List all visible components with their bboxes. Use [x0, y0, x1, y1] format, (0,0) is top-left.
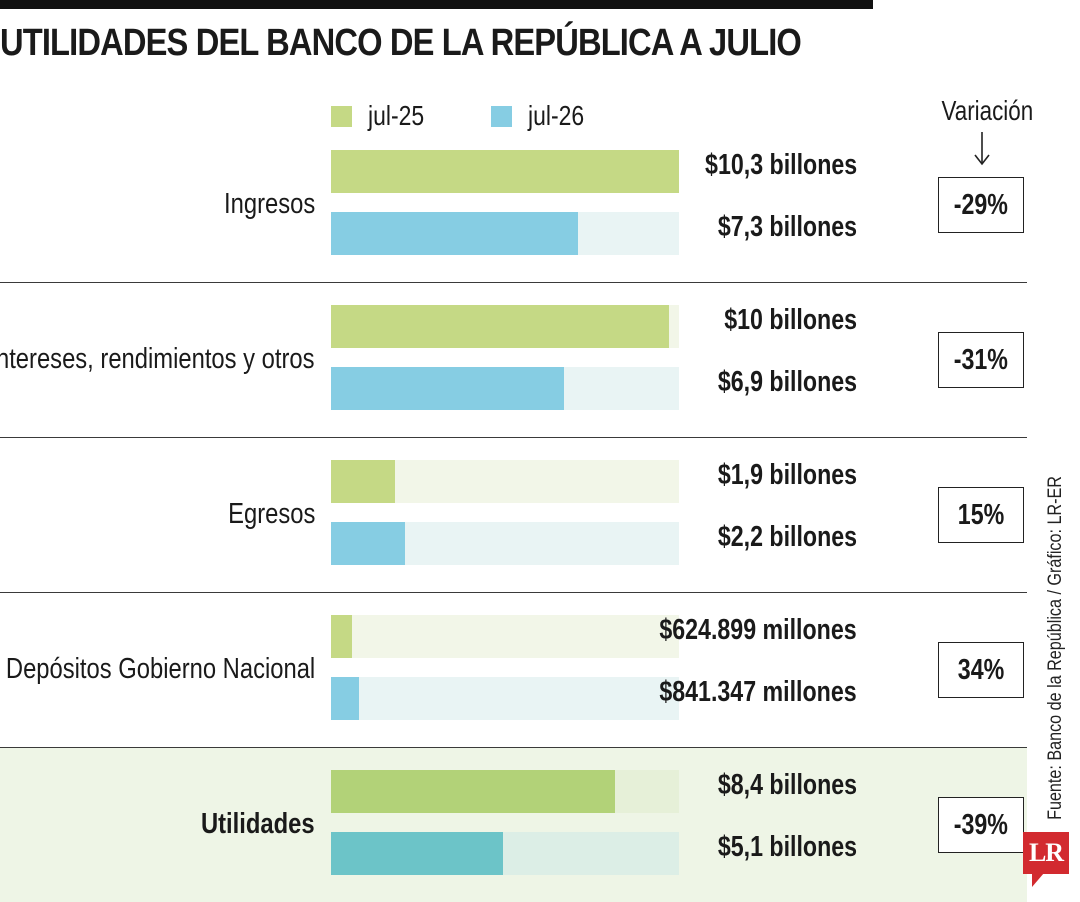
bar-jul-26-ingresos	[331, 212, 578, 255]
category-group-egresos: Egresos $1,9 billones $2,2 billones 15%	[0, 437, 1027, 592]
data-label-jul-25-egresos: $1,9 billones	[717, 459, 857, 491]
bar-track-jul-26-intereses-rendimientos-y-otros	[331, 367, 679, 410]
bar-jul-25-utilidades	[331, 770, 615, 813]
bar-jul-25-intereses-rendimientos-y-otros	[331, 305, 669, 348]
down-arrow-icon	[974, 132, 990, 166]
legend-label-jul-26: jul-26	[528, 100, 585, 131]
category-label-intereses-rendimientos-y-otros: Intereses, rendimientos y otros	[0, 343, 315, 375]
data-label-jul-26-egresos: $2,2 billones	[717, 521, 857, 553]
category-label-utilidades: Utilidades	[201, 808, 315, 840]
category-group-depositos-gobierno-nacional: Depósitos Gobierno Nacional $624.899 mill…	[0, 592, 1027, 747]
category-group-ingresos: Ingresos $10,3 billones $7,3 billones -29%	[0, 127, 1027, 282]
data-label-jul-25-intereses-rendimientos-y-otros: $10 billones	[724, 304, 857, 336]
variation-value-utilidades: -39%	[953, 808, 1009, 841]
bar-jul-25-ingresos	[331, 150, 679, 193]
variation-box-intereses-rendimientos-y-otros: -31%	[938, 332, 1024, 388]
bar-jul-25-egresos	[331, 460, 395, 503]
bar-jul-26-intereses-rendimientos-y-otros	[331, 367, 564, 410]
category-label-ingresos: Ingresos	[223, 188, 315, 220]
bar-jul-26-utilidades	[331, 832, 503, 875]
category-label-egresos: Egresos	[227, 498, 315, 530]
data-label-jul-25-ingresos: $10,3 billones	[704, 149, 857, 181]
bar-track-jul-25-egresos	[331, 460, 679, 503]
variation-header: Variación	[941, 95, 1034, 126]
category-group-intereses-rendimientos-y-otros: Intereses, rendimientos y otros $10 billo…	[0, 282, 1027, 437]
group-separator	[0, 592, 1027, 593]
chart-title: UTILIDADES DEL BANCO DE LA REPÚBLICA A J…	[0, 22, 802, 64]
variation-value-depositos-gobierno-nacional: 34%	[957, 653, 1005, 686]
bar-jul-26-egresos	[331, 522, 405, 565]
group-separator	[0, 747, 1027, 748]
data-label-jul-25-utilidades: $8,4 billones	[717, 769, 857, 801]
legend-swatch-jul-26	[491, 105, 512, 127]
lr-logo: LR	[1023, 832, 1069, 874]
variation-value-intereses-rendimientos-y-otros: -31%	[953, 343, 1009, 376]
bar-jul-26-depositos-gobierno-nacional	[331, 677, 359, 720]
bar-track-jul-25-intereses-rendimientos-y-otros	[331, 305, 679, 348]
legend-label-jul-25: jul-25	[368, 100, 425, 131]
variation-box-egresos: 15%	[938, 487, 1024, 543]
variation-box-ingresos: -29%	[938, 177, 1024, 233]
bar-track-jul-25-ingresos	[331, 150, 679, 193]
bar-jul-25-depositos-gobierno-nacional	[331, 615, 352, 658]
data-label-jul-26-intereses-rendimientos-y-otros: $6,9 billones	[717, 366, 857, 398]
lr-logo-tail	[1032, 873, 1044, 887]
variation-value-ingresos: -29%	[953, 188, 1009, 221]
bar-track-jul-25-utilidades	[331, 770, 679, 813]
bar-track-jul-25-depositos-gobierno-nacional	[331, 615, 679, 658]
data-label-jul-26-utilidades: $5,1 billones	[717, 831, 857, 863]
variation-box-depositos-gobierno-nacional: 34%	[938, 642, 1024, 698]
group-separator	[0, 437, 1027, 438]
bar-track-jul-26-utilidades	[331, 832, 679, 875]
group-separator	[0, 282, 1027, 283]
top-rule	[0, 0, 873, 9]
bar-track-jul-26-egresos	[331, 522, 679, 565]
data-label-jul-26-depositos-gobierno-nacional: $841.347 millones	[659, 676, 857, 708]
bar-track-jul-26-depositos-gobierno-nacional	[331, 677, 679, 720]
category-group-utilidades: Utilidades $8,4 billones $5,1 billones -39%	[0, 747, 1027, 902]
data-label-jul-26-ingresos: $7,3 billones	[717, 211, 857, 243]
variation-box-utilidades: -39%	[938, 797, 1024, 853]
data-label-jul-25-depositos-gobierno-nacional: $624.899 millones	[659, 614, 857, 646]
category-label-depositos-gobierno-nacional: Depósitos Gobierno Nacional	[5, 653, 315, 685]
bar-track-jul-26-ingresos	[331, 212, 679, 255]
variation-value-egresos: 15%	[957, 498, 1005, 531]
legend-item-jul-26: jul-26	[491, 98, 596, 134]
legend-item-jul-25: jul-25	[331, 98, 436, 134]
legend-swatch-jul-25	[331, 105, 352, 127]
source-note: Fuente: Banco de la República / Gráfico:…	[1045, 476, 1066, 820]
